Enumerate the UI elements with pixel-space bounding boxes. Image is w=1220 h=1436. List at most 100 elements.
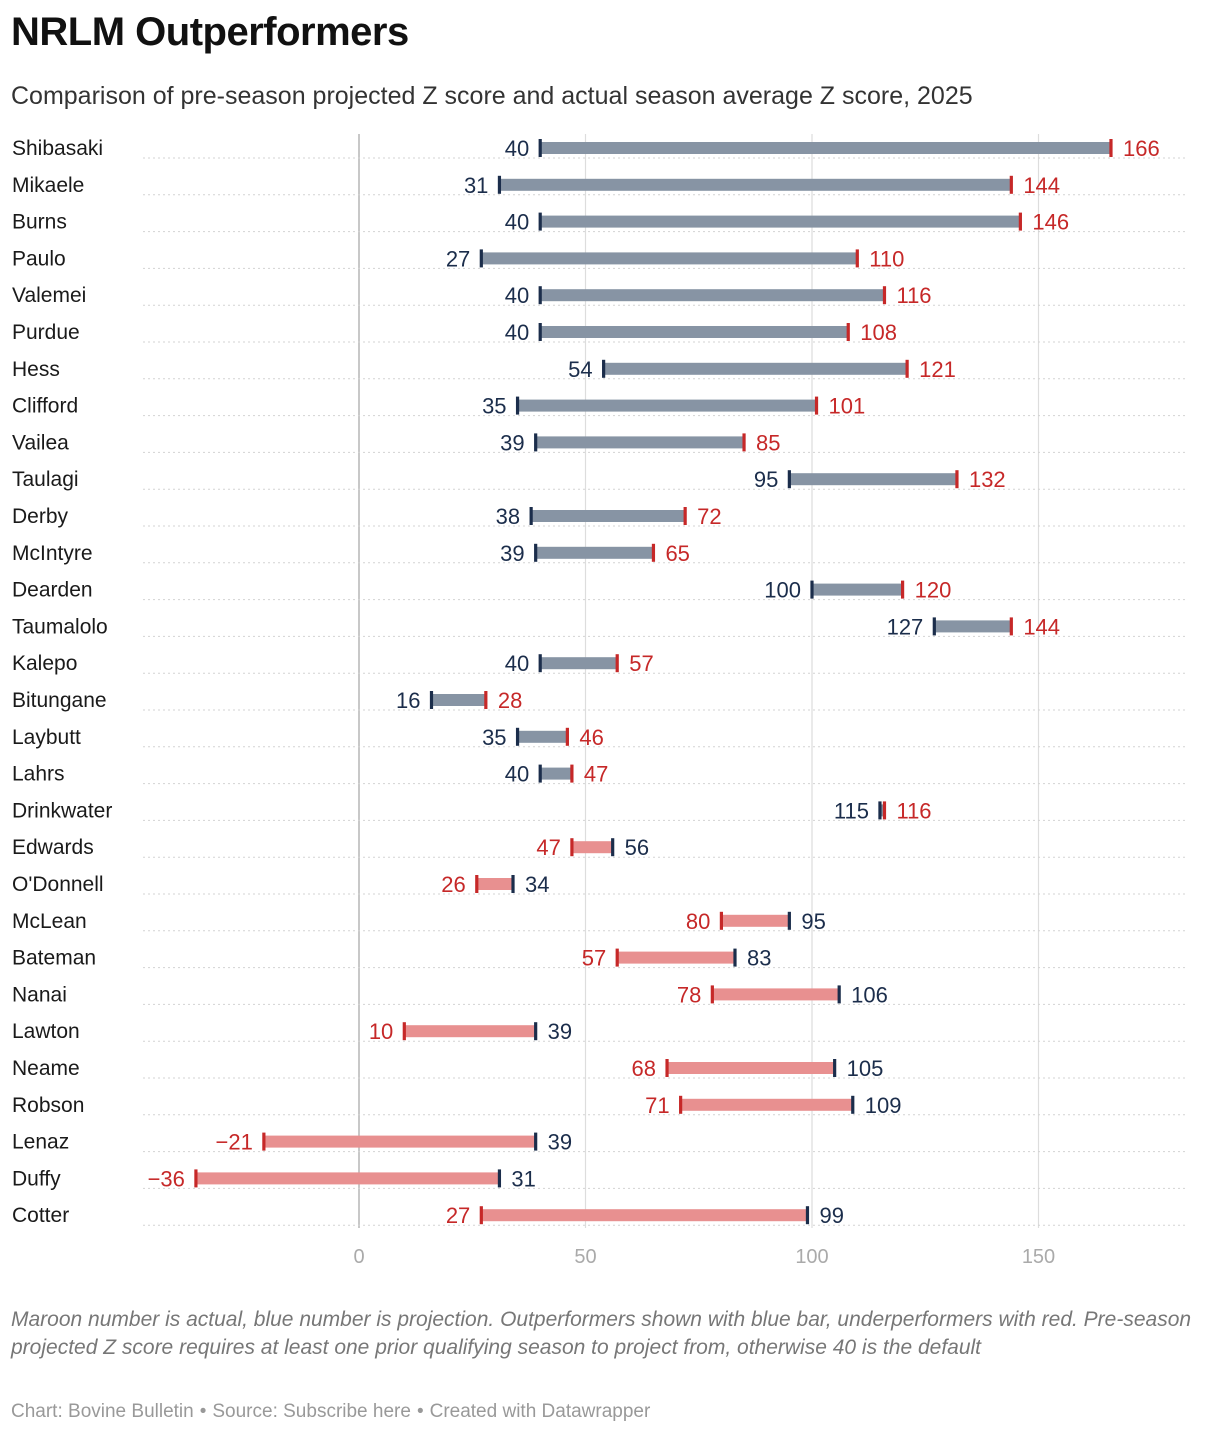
actual-marker	[1109, 139, 1113, 157]
actual-value-label: −21	[216, 1130, 253, 1155]
actual-marker	[855, 249, 859, 268]
outperform-bar	[540, 657, 618, 670]
underperform-bar	[667, 1062, 835, 1074]
actual-value-label: 71	[645, 1093, 669, 1118]
actual-value-label: 47	[584, 762, 608, 787]
outperform-bar	[603, 362, 908, 375]
actual-value-label: 57	[629, 651, 653, 676]
projected-value-label: 40	[505, 651, 529, 676]
outperform-bar	[535, 436, 745, 449]
chart-notes: Maroon number is actual, blue number is …	[11, 1308, 1192, 1359]
x-tick-label: 50	[574, 1246, 596, 1268]
projected-marker	[810, 580, 814, 599]
projected-marker	[529, 507, 533, 525]
actual-marker	[683, 507, 687, 525]
projected-marker	[515, 727, 520, 746]
player-label: Burns	[12, 211, 67, 234]
player-label: Edwards	[12, 836, 94, 859]
actual-marker	[814, 396, 819, 415]
projected-marker	[611, 838, 615, 857]
projected-marker	[851, 1095, 855, 1114]
underperform-bar	[195, 1172, 500, 1185]
player-label: O'Donnell	[12, 873, 104, 896]
player-label: Vailea	[12, 431, 69, 454]
actual-value-label: 46	[579, 725, 603, 750]
underperform-bar	[263, 1135, 536, 1148]
outperform-bar	[540, 215, 1021, 228]
actual-value-label: 72	[697, 504, 721, 529]
projected-value-label: 16	[396, 688, 420, 713]
footer-separator: •	[199, 1401, 207, 1422]
outperform-bar	[934, 620, 1012, 633]
underperform-bar	[404, 1025, 536, 1038]
projected-marker	[534, 1132, 538, 1151]
player-label: Drinkwater	[12, 799, 112, 822]
projected-value-label: 54	[568, 357, 592, 382]
player-label: Nanai	[12, 983, 67, 1006]
outperform-bar	[540, 289, 885, 302]
actual-value-label: 68	[632, 1056, 656, 1081]
chart-title: NRLM Outperformers	[11, 10, 409, 54]
projected-value-label: 39	[500, 430, 524, 455]
actual-value-label: 144	[1023, 614, 1060, 639]
footer-separator: •	[416, 1401, 424, 1422]
actual-marker	[402, 1022, 406, 1041]
projected-value-label: 39	[548, 1130, 572, 1155]
outperform-bar	[879, 804, 885, 817]
x-tick-label: 100	[795, 1246, 828, 1268]
actual-marker	[565, 727, 569, 746]
underperform-bar	[617, 951, 735, 964]
actual-marker	[1018, 212, 1022, 231]
actual-marker	[615, 654, 619, 673]
datawrapper-link[interactable]: Created with Datawrapper	[429, 1401, 651, 1422]
actual-marker	[719, 911, 723, 930]
outperform-bar	[540, 326, 849, 338]
actual-marker	[901, 580, 905, 599]
actual-marker	[479, 1206, 483, 1225]
player-label: Robson	[12, 1094, 84, 1117]
x-tick-label: 0	[353, 1246, 364, 1268]
projected-value-label: 105	[847, 1056, 884, 1081]
projected-value-label: 115	[834, 798, 869, 823]
actual-marker	[475, 875, 479, 893]
projected-value-label: 39	[500, 541, 524, 566]
actual-value-label: 65	[665, 541, 689, 566]
outperform-bar	[540, 767, 572, 780]
dumbbell-chart: 0 50 100 150 Shibasaki 40 166 Mikaele 31 144 Burns…	[12, 134, 1187, 1268]
x-tick-label: 150	[1022, 1246, 1055, 1268]
projected-value-label: 34	[525, 872, 549, 897]
outperform-bar	[517, 730, 568, 743]
actual-marker	[710, 985, 714, 1004]
player-label: Lawton	[12, 1020, 80, 1043]
player-label: Lahrs	[12, 763, 65, 786]
actual-marker	[882, 801, 887, 820]
actual-marker	[742, 433, 746, 452]
outperform-bar	[789, 473, 957, 486]
projected-value-label: 31	[464, 173, 488, 198]
actual-marker	[570, 838, 574, 857]
actual-marker	[846, 323, 850, 341]
source-link[interactable]: Source: Subscribe here	[212, 1401, 411, 1422]
actual-marker	[1009, 175, 1013, 194]
projected-value-label: 35	[482, 394, 506, 419]
actual-marker	[955, 470, 959, 489]
projected-value-label: 56	[625, 835, 649, 860]
chart-subtitle: Comparison of pre-season projected Z sco…	[11, 82, 973, 110]
outperform-bar	[812, 583, 903, 596]
actual-marker	[615, 948, 619, 967]
player-label: Neame	[12, 1057, 80, 1080]
projected-value-label: 83	[747, 946, 771, 971]
actual-value-label: 116	[896, 798, 931, 823]
projected-value-label: 99	[819, 1203, 843, 1228]
chart-footer: Chart: Bovine Bulletin • Source: Subscribe…	[11, 1401, 650, 1423]
underperform-bar	[721, 914, 790, 927]
player-label: Mikaele	[12, 174, 84, 197]
projected-value-label: 40	[505, 283, 529, 308]
projected-marker	[515, 396, 520, 415]
actual-marker	[570, 764, 574, 783]
projected-marker	[429, 691, 434, 709]
projected-value-label: 40	[505, 320, 529, 345]
player-label: Paulo	[12, 247, 66, 270]
actual-marker	[651, 543, 656, 562]
projected-marker	[479, 249, 483, 268]
